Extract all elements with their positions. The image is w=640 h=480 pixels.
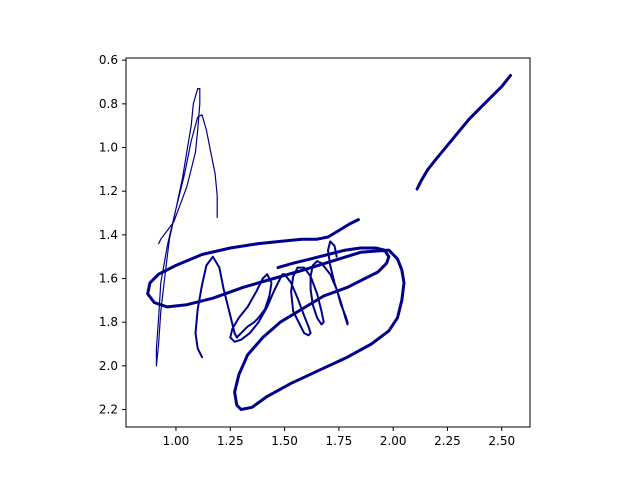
axes-frame bbox=[125, 57, 531, 428]
y-tick-label: 1.6 bbox=[99, 272, 118, 286]
y-tick-label: 2.2 bbox=[99, 403, 118, 417]
y-tick-label: 0.8 bbox=[99, 97, 118, 111]
series-line-4 bbox=[415, 74, 512, 191]
x-tick-label: 2.50 bbox=[488, 434, 515, 448]
x-tick-label: 1.50 bbox=[271, 434, 298, 448]
series-layer bbox=[146, 74, 512, 411]
x-tick-label: 1.75 bbox=[326, 434, 353, 448]
x-tick-label: 2.25 bbox=[434, 434, 461, 448]
series-line-1 bbox=[155, 87, 218, 367]
x-tick-label: 1.25 bbox=[217, 434, 244, 448]
y-axis: 0.6 0.8 1.0 1.2 1.4 1.6 1.8 2.0 2.2 bbox=[99, 53, 126, 417]
series-line-2 bbox=[194, 240, 349, 359]
y-tick-label: 1.0 bbox=[99, 141, 118, 155]
series-line-3 bbox=[146, 218, 406, 411]
y-tick-label: 1.4 bbox=[99, 228, 118, 242]
y-tick-label: 1.8 bbox=[99, 315, 118, 329]
x-axis: 1.00 1.25 1.50 1.75 2.00 2.25 2.50 bbox=[163, 427, 515, 448]
y-tick-label: 1.2 bbox=[99, 184, 118, 198]
x-tick-label: 1.00 bbox=[163, 434, 190, 448]
x-tick-label: 2.00 bbox=[380, 434, 407, 448]
y-tick-label: 2.0 bbox=[99, 359, 118, 373]
y-tick-label: 0.6 bbox=[99, 53, 118, 67]
